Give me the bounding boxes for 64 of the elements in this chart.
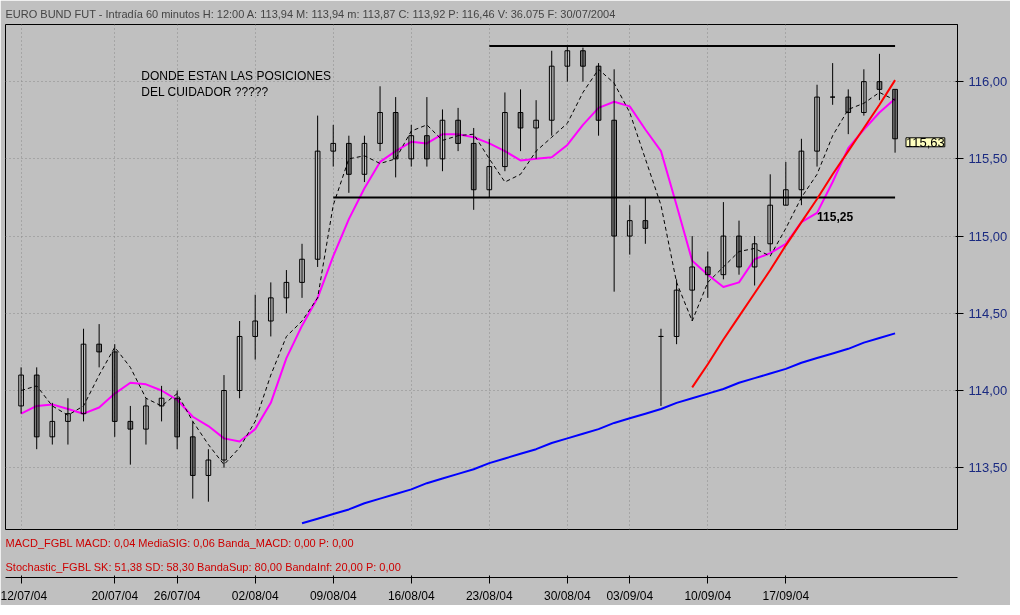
- chart-title: EURO BUND FUT - Intradía 60 minutos H: 12:00 A: 113,94 M: 113,94 m: 113,87 C: 113,92 P: 116,46 V: 36.075 F: 30/07/2004: [5, 7, 616, 20]
- x-tick-label: 12/07/04: [0, 588, 48, 603]
- candlestick: [80, 328, 87, 422]
- candlestick: [502, 91, 508, 172]
- candlestick: [299, 243, 305, 299]
- text: MACD_FGBL MACD: 0,04 MediaSIG: 0,06 Banda_MACD: 0,00 P: 0,00: [5, 536, 354, 549]
- candlestick: [439, 108, 446, 172]
- x-tick-label: 30/08/04: [543, 588, 592, 603]
- candlestick: [65, 397, 71, 446]
- candlestick: [346, 135, 352, 194]
- candlestick: [424, 96, 430, 168]
- candlestick: [252, 294, 259, 361]
- y-tick-label: 114,50: [968, 305, 1008, 321]
- x-tick-label: 20/07/04: [91, 588, 139, 603]
- candlestick: [314, 115, 321, 268]
- y-tick-label: 116,00: [968, 74, 1008, 90]
- candlestick: [111, 343, 118, 438]
- candlestick: [455, 107, 461, 152]
- annotation: 115,25: [817, 210, 854, 225]
- x-tick-label: 02/08/04: [231, 588, 279, 603]
- candlestick: [205, 448, 212, 503]
- candlestick: [533, 99, 539, 160]
- candlestick: [361, 135, 368, 183]
- candlestick: [845, 88, 852, 135]
- x-tick-label: 26/07/04: [153, 588, 201, 603]
- candlestick: [96, 323, 102, 368]
- line-series: [691, 79, 897, 389]
- candlestick: [704, 251, 711, 299]
- candlestick: [408, 124, 415, 168]
- y-tick-label: 114,00: [968, 383, 1008, 399]
- x-tick-label: 23/08/04: [465, 588, 513, 603]
- x-tick-label: 10/09/04: [684, 588, 732, 603]
- candlestick: [143, 397, 149, 446]
- text: 115,63: [906, 134, 945, 150]
- candlestick: [49, 402, 56, 446]
- y-tick-label: 115,50: [968, 151, 1008, 167]
- candlestick: [377, 85, 383, 152]
- candlestick: [626, 204, 633, 256]
- candlestick: [517, 88, 524, 152]
- candlestick: [267, 281, 274, 337]
- candlestick: [392, 96, 399, 178]
- x-tick-label: 16/08/04: [387, 588, 435, 603]
- candlestick: [673, 278, 680, 345]
- candlestick: [158, 385, 165, 422]
- x-tick-label: 09/08/04: [309, 588, 357, 603]
- text: Stochastic_FGBL SK: 51,38 SD: 58,30 BandaSup: 80,00 BandaInf: 20,00 P: 0,00: [5, 560, 401, 573]
- candlestick: [330, 124, 337, 168]
- candlestick: [720, 201, 727, 280]
- candlestick: [689, 235, 696, 322]
- candlestick: [33, 366, 40, 450]
- candlestick: [174, 390, 181, 450]
- x-tick-label: 17/09/04: [762, 588, 810, 603]
- candlestick: [127, 405, 134, 466]
- annotation: DONDE ESTAN LAS POSICIONES DEL CUIDADOR ?????: [141, 68, 332, 100]
- candlestick: [814, 84, 820, 168]
- candlestick: [829, 62, 836, 106]
- candlestick: [736, 220, 742, 276]
- line-series: [301, 332, 897, 525]
- candlestick: [751, 235, 758, 286]
- candlestick: [283, 269, 290, 314]
- y-tick-label: 115,00: [968, 228, 1008, 244]
- x-tick-label: 03/09/04: [606, 588, 654, 603]
- candlestick: [236, 320, 243, 399]
- y-tick-label: 113,50: [968, 460, 1008, 476]
